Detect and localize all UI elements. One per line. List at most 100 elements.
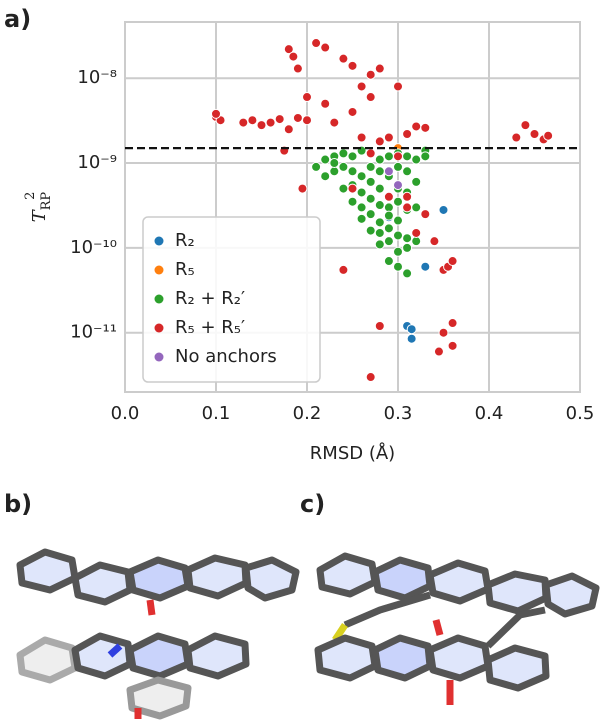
point — [394, 262, 403, 271]
point — [412, 237, 421, 246]
point — [384, 237, 393, 246]
point — [375, 64, 384, 73]
point — [284, 125, 293, 134]
panel-label: c) — [300, 490, 325, 518]
point — [394, 152, 403, 161]
point — [434, 347, 443, 356]
point — [339, 54, 348, 63]
point — [384, 224, 393, 233]
point — [239, 118, 248, 127]
point — [366, 162, 375, 171]
point — [403, 152, 412, 161]
point — [366, 93, 375, 102]
legend-marker — [155, 295, 164, 304]
point — [384, 257, 393, 266]
y-tick-label: 10⁻⁸ — [77, 67, 117, 88]
point — [289, 52, 298, 61]
legend-label: R₂ — [175, 230, 195, 251]
point — [412, 228, 421, 237]
point — [366, 70, 375, 79]
point — [348, 61, 357, 70]
point — [357, 133, 366, 142]
point — [448, 341, 457, 350]
y-tick-label: 10⁻¹¹ — [70, 322, 117, 343]
point — [512, 133, 521, 142]
point — [375, 167, 384, 176]
point — [257, 121, 266, 130]
y-tick-label: 10⁻⁹ — [77, 152, 117, 173]
point — [366, 226, 375, 235]
molecule-c — [318, 556, 596, 705]
point — [339, 265, 348, 274]
point — [248, 116, 257, 125]
point — [321, 172, 330, 181]
point — [330, 159, 339, 168]
point — [266, 118, 275, 127]
x-tick-label: 0.3 — [384, 403, 413, 424]
legend-label: R₅ — [175, 259, 195, 280]
y-axis-label: TRP2 — [23, 192, 54, 223]
point — [421, 123, 430, 132]
point — [375, 321, 384, 330]
point — [412, 177, 421, 186]
panel-label: a) — [4, 5, 31, 33]
point — [521, 121, 530, 130]
point — [357, 172, 366, 181]
legend-marker — [155, 353, 164, 362]
point — [366, 177, 375, 186]
x-tick-label: 0.1 — [202, 403, 231, 424]
point — [375, 228, 384, 237]
point — [339, 149, 348, 158]
y-label-sup: 2 — [23, 192, 38, 200]
point — [375, 184, 384, 193]
point — [384, 192, 393, 201]
y-tick-label: 10⁻¹⁰ — [70, 237, 117, 258]
point — [357, 188, 366, 197]
point — [412, 155, 421, 164]
point — [394, 82, 403, 91]
point — [448, 319, 457, 328]
point — [293, 113, 302, 122]
point — [348, 152, 357, 161]
point — [330, 118, 339, 127]
legend-label: R₂ + R₂′ — [175, 288, 245, 309]
point — [403, 243, 412, 252]
x-tick-label: 0.5 — [566, 403, 595, 424]
point — [544, 131, 553, 140]
point — [298, 184, 307, 193]
point — [439, 205, 448, 214]
molecule-b — [20, 552, 296, 719]
legend-marker — [155, 324, 164, 333]
point — [421, 262, 430, 271]
point — [394, 181, 403, 190]
legend-marker — [155, 237, 164, 246]
point — [448, 257, 457, 266]
point — [312, 39, 321, 48]
point — [403, 167, 412, 176]
point — [394, 231, 403, 240]
point — [321, 99, 330, 108]
point — [348, 107, 357, 116]
point — [366, 149, 375, 158]
point — [384, 152, 393, 161]
point — [375, 201, 384, 210]
point — [394, 216, 403, 225]
legend-label: No anchors — [175, 346, 277, 367]
point — [412, 122, 421, 131]
point — [421, 210, 430, 219]
point — [394, 162, 403, 171]
point — [375, 218, 384, 227]
point — [384, 211, 393, 220]
point — [384, 133, 393, 142]
point — [403, 192, 412, 201]
point — [312, 162, 321, 171]
point — [366, 194, 375, 203]
x-tick-label: 0.2 — [293, 403, 322, 424]
point — [357, 214, 366, 223]
point — [394, 197, 403, 206]
point — [407, 334, 416, 343]
point — [403, 234, 412, 243]
point — [394, 247, 403, 256]
point — [303, 116, 312, 125]
